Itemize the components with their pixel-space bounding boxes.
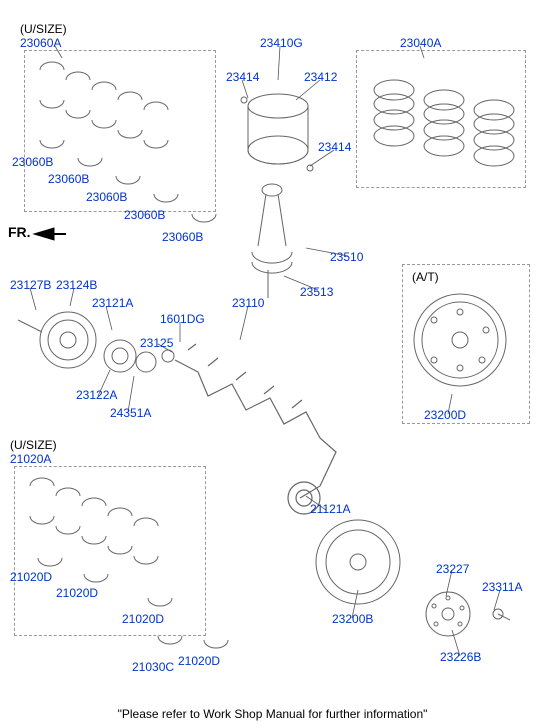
label-23040A[interactable]: 23040A [400, 36, 441, 50]
crankshaft-icon [175, 344, 336, 514]
label-23121A[interactable]: 23121A [92, 296, 133, 310]
fr-arrow-icon [34, 228, 66, 240]
bolt-icon [493, 609, 510, 620]
piston-rings-icon [374, 80, 514, 166]
bearings-top-icon [40, 62, 216, 222]
label-23227[interactable]: 23227 [436, 562, 469, 576]
label-23060B-4[interactable]: 23060B [124, 208, 165, 222]
label-usize-bot: (U/SIZE) [10, 438, 57, 452]
label-23060B-1[interactable]: 23060B [12, 155, 53, 169]
label-23124B[interactable]: 23124B [56, 278, 97, 292]
conrod-icon [252, 184, 292, 298]
flywheel-at-icon [414, 294, 506, 386]
label-usize-top: (U/SIZE) [20, 22, 67, 36]
label-21020D-4[interactable]: 21020D [178, 654, 220, 668]
label-fr: FR. [8, 224, 31, 240]
label-23410G[interactable]: 23410G [260, 36, 303, 50]
label-23412[interactable]: 23412 [304, 70, 337, 84]
label-23060B-5[interactable]: 23060B [162, 230, 203, 244]
label-23127B[interactable]: 23127B [10, 278, 51, 292]
piston-icon [241, 94, 313, 171]
label-23513[interactable]: 23513 [300, 285, 333, 299]
label-23200D[interactable]: 23200D [424, 408, 466, 422]
diagram-svg [0, 0, 545, 727]
label-23414-1[interactable]: 23414 [226, 70, 259, 84]
label-23414-2[interactable]: 23414 [318, 140, 351, 154]
label-21020D-2[interactable]: 21020D [56, 586, 98, 600]
label-23122A[interactable]: 23122A [76, 388, 117, 402]
label-21030C[interactable]: 21030C [132, 660, 174, 674]
pulley-icon [18, 312, 96, 368]
footer-note: "Please refer to Work Shop Manual for fu… [0, 707, 545, 721]
label-23060B-3[interactable]: 23060B [86, 190, 127, 204]
label-21020A[interactable]: 21020A [10, 452, 51, 466]
label-24351A[interactable]: 24351A [110, 406, 151, 420]
label-21020D-1[interactable]: 21020D [10, 570, 52, 584]
label-23060A[interactable]: 23060A [20, 36, 61, 50]
label-23510[interactable]: 23510 [330, 250, 363, 264]
label-1601DG[interactable]: 1601DG [160, 312, 205, 326]
label-21121A[interactable]: 21121A [310, 502, 350, 516]
label-at: (A/T) [412, 270, 439, 284]
label-21020D-3[interactable]: 21020D [122, 612, 164, 626]
label-23060B-2[interactable]: 23060B [48, 172, 89, 186]
label-23200B[interactable]: 23200B [332, 612, 373, 626]
adapter-plate-icon [426, 592, 470, 636]
label-23110[interactable]: 23110 [232, 296, 264, 310]
label-23311A[interactable]: 23311A [482, 580, 522, 594]
label-23125[interactable]: 23125 [140, 336, 173, 350]
label-23226B[interactable]: 23226B [440, 650, 481, 664]
